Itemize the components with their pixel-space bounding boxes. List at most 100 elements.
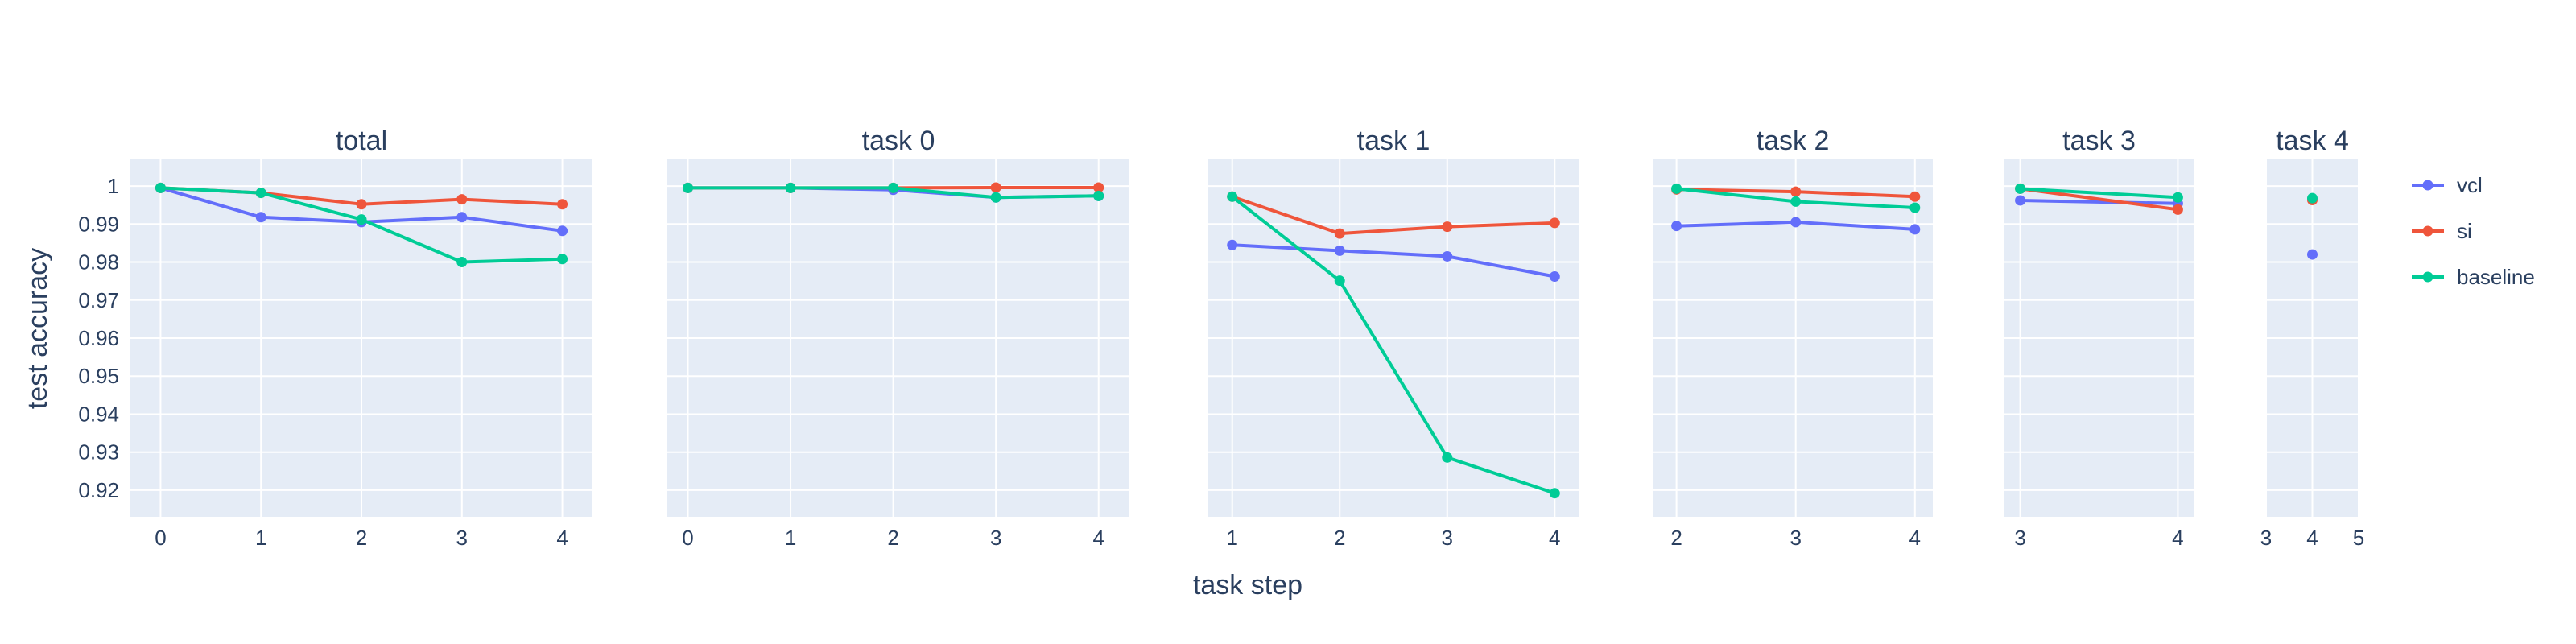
- data-point-baseline: [1442, 452, 1453, 463]
- series-line-vcl: [2020, 199, 2178, 205]
- series-line-baseline: [2020, 187, 2178, 200]
- legend-label: vcl: [2457, 173, 2483, 197]
- data-point-baseline: [1334, 275, 1345, 287]
- data-point-si: [356, 199, 367, 210]
- data-point-baseline: [1549, 488, 1560, 499]
- data-point-vcl: [456, 212, 468, 223]
- data-point-baseline: [557, 254, 568, 265]
- x-tick-label: 4: [1092, 526, 1104, 550]
- x-tick-label: 0: [682, 526, 693, 550]
- subplot-title: task 4: [2276, 126, 2349, 156]
- x-tick-label: 4: [2172, 526, 2183, 550]
- data-point-vcl: [1334, 245, 1345, 256]
- legend-label: baseline: [2457, 265, 2535, 289]
- x-tick-label: 2: [1334, 526, 1345, 550]
- data-point-baseline: [2015, 183, 2026, 194]
- data-point-vcl: [2015, 195, 2026, 206]
- data-point-vcl: [1227, 239, 1238, 250]
- legend-label: si: [2457, 219, 2472, 243]
- subplot-title: task 1: [1357, 126, 1430, 156]
- legend-marker: [2422, 180, 2434, 191]
- legend-item-vcl: vcl: [2412, 173, 2483, 197]
- legend: vcl si baseline: [2412, 173, 2535, 289]
- data-point-si: [557, 199, 568, 210]
- subplot-title: task 3: [2062, 126, 2136, 156]
- x-axis-title: task step: [1193, 570, 1302, 601]
- x-tick-label: 3: [1790, 526, 1801, 550]
- data-point-si: [1790, 186, 1802, 197]
- data-point-si: [1549, 217, 1560, 229]
- data-point-si: [1442, 221, 1453, 233]
- data-point-baseline: [255, 188, 266, 199]
- x-tick-label: 2: [356, 526, 367, 550]
- data-point-baseline: [1093, 190, 1104, 201]
- subplot-task-1: 1 2 3 4 task 1: [1208, 126, 1579, 550]
- x-tick-label: 4: [1909, 526, 1921, 550]
- data-point-baseline: [683, 182, 694, 193]
- subplot-title: total: [336, 126, 387, 156]
- subplot-task-0: 0 1 2 3 4 task 0: [667, 126, 1129, 550]
- legend-item-baseline: baseline: [2412, 265, 2535, 289]
- y-tick-label: 0.98: [78, 250, 119, 275]
- data-point-baseline: [2172, 192, 2183, 203]
- x-tick-label: 1: [785, 526, 796, 550]
- data-point-si: [1334, 228, 1345, 239]
- y-tick-label: 1: [108, 174, 119, 198]
- data-point-vcl: [1671, 221, 1682, 232]
- data-point-si: [2172, 204, 2183, 215]
- data-point-si: [456, 194, 468, 205]
- data-point-baseline: [155, 182, 166, 193]
- data-point-baseline: [456, 257, 468, 268]
- data-point-baseline: [1227, 191, 1238, 202]
- subplot-task-4: 3 4 5 task 4: [2260, 126, 2364, 550]
- subplot-task-2: 2 3 4 task 2: [1653, 126, 1933, 550]
- data-point-baseline: [1790, 196, 1802, 207]
- data-point-si: [990, 182, 1001, 193]
- legend-marker: [2422, 225, 2434, 237]
- data-point-vcl: [1549, 270, 1560, 282]
- subplot-task-3: 3 4 task 3: [2004, 126, 2194, 550]
- y-axis-title: test accuracy: [23, 248, 53, 409]
- legend-item-si: si: [2412, 219, 2472, 243]
- data-point-baseline: [888, 182, 899, 193]
- x-tick-label: 2: [887, 526, 898, 550]
- data-point-si: [1093, 182, 1104, 193]
- y-tick-label: 0.94: [78, 402, 119, 426]
- series-line-si: [1232, 195, 1555, 236]
- data-point-si: [1909, 191, 1921, 202]
- data-point-baseline: [356, 214, 367, 225]
- data-point-baseline: [1671, 183, 1682, 194]
- x-tick-label: 1: [1226, 526, 1237, 550]
- x-tick-label: 3: [456, 526, 468, 550]
- subplot-title: task 0: [862, 126, 935, 156]
- data-point-vcl: [1909, 224, 1921, 235]
- x-tick-label: 3: [2260, 526, 2272, 550]
- subplots: 0 1 2 3 4 0.92 0.93 0.94 0.95 0.96 0.97 0.98 0.99 1 to…: [78, 126, 2364, 550]
- y-tick-label: 0.99: [78, 212, 119, 236]
- subplot-total: 0 1 2 3 4 0.92 0.93 0.94 0.95 0.96 0.97 0.98 0.99 1 to…: [78, 126, 592, 550]
- x-tick-label: 3: [2014, 526, 2025, 550]
- x-tick-label: 5: [2353, 526, 2364, 550]
- data-point-baseline: [1909, 202, 1921, 213]
- data-point-vcl: [1442, 250, 1453, 262]
- data-point-vcl: [2307, 249, 2318, 260]
- legend-marker: [2422, 271, 2434, 283]
- data-point-baseline: [2307, 192, 2318, 204]
- x-tick-label: 4: [2306, 526, 2318, 550]
- subplot-title: task 2: [1757, 126, 1830, 156]
- x-tick-label: 1: [255, 526, 266, 550]
- data-point-baseline: [990, 192, 1001, 203]
- data-point-vcl: [255, 212, 266, 223]
- x-tick-label: 4: [1549, 526, 1560, 550]
- y-tick-label: 0.92: [78, 478, 119, 502]
- y-tick-label: 0.93: [78, 440, 119, 464]
- x-tick-label: 4: [556, 526, 568, 550]
- data-point-vcl: [557, 225, 568, 237]
- y-tick-label: 0.96: [78, 326, 119, 350]
- x-tick-label: 3: [1442, 526, 1453, 550]
- x-tick-label: 3: [990, 526, 1001, 550]
- y-tick-label: 0.95: [78, 364, 119, 388]
- x-tick-label: 2: [1670, 526, 1682, 550]
- series-line-vcl: [1232, 243, 1555, 279]
